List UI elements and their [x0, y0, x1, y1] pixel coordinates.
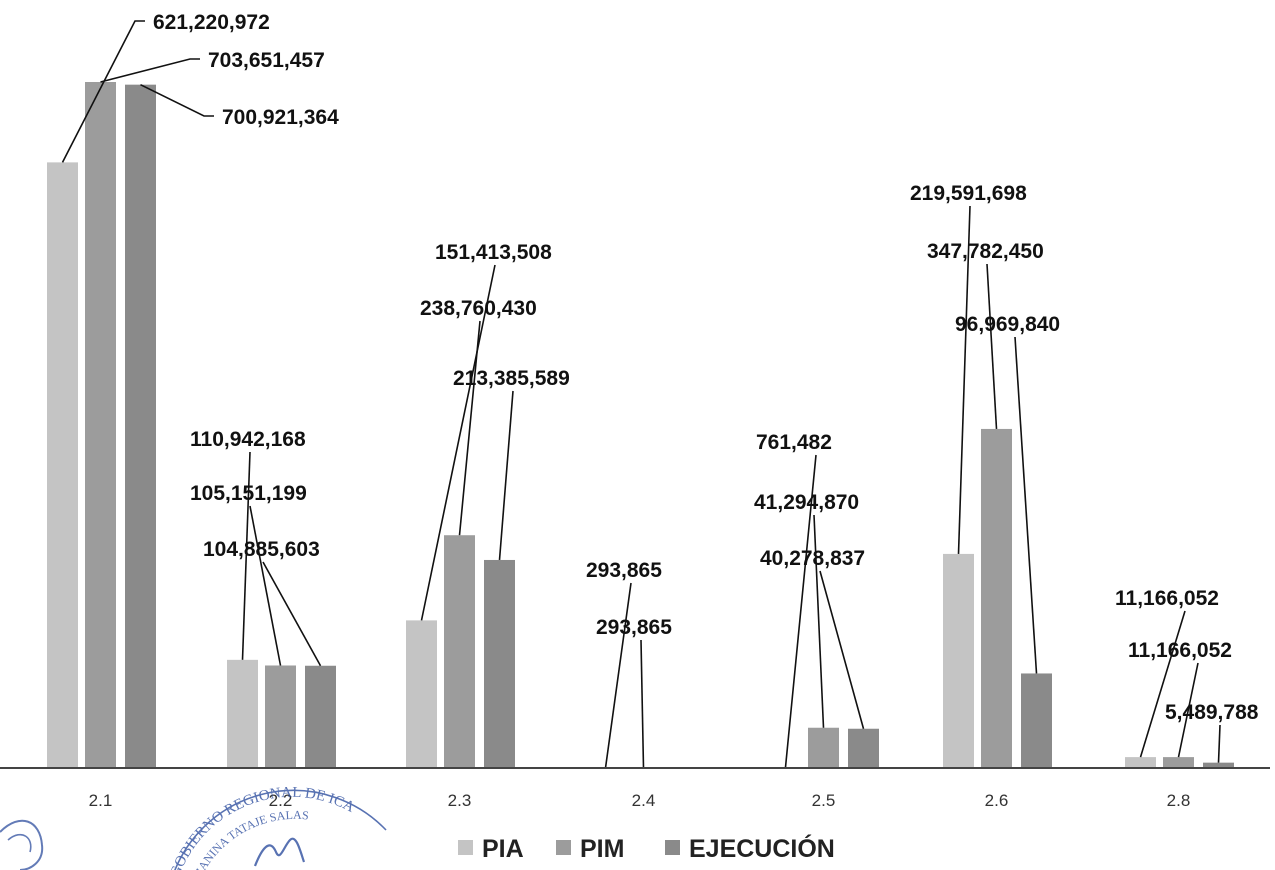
- bar-ejecución-2.3: [484, 559, 515, 768]
- x-tick-label-2.3: 2.3: [448, 791, 472, 810]
- bar-pim-2.3: [444, 535, 475, 768]
- data-label-ejecución-2.8: 5,489,788: [1165, 701, 1259, 724]
- leader-line-ejecución-2.5: [819, 570, 865, 729]
- leader-line-pim-2.5: [813, 514, 825, 728]
- leader-line-pia-2.1: [61, 20, 145, 163]
- bar-pim-2.6: [981, 428, 1012, 768]
- data-label-ejecución-2.5: 40,278,837: [760, 547, 865, 570]
- x-tick-label-2.4: 2.4: [632, 791, 656, 810]
- data-label-pim-2.6: 347,782,450: [927, 240, 1044, 263]
- legend-swatch-pia: [458, 840, 473, 855]
- bar-ejecución-2.2: [305, 665, 336, 768]
- x-tick-label-2.6: 2.6: [985, 791, 1009, 810]
- bar-pim-2.2: [265, 665, 296, 768]
- leader-line-pim-2.3: [458, 320, 481, 536]
- leader-line-ejecución-2.6: [1014, 336, 1038, 674]
- value-labels-layer: 621,220,972 703,651,457 700,921,364 110,942…: [153, 11, 1259, 724]
- bar-pia-2.6: [943, 553, 974, 768]
- data-label-pim-2.2: 105,151,199: [190, 482, 307, 505]
- leader-line-pia-2.4: [604, 582, 632, 769]
- stamp-seal-left: [0, 819, 44, 870]
- bar-ejecución-2.5: [848, 728, 879, 768]
- x-tick-label-2.1: 2.1: [89, 791, 113, 810]
- data-label-pia-2.8: 11,166,052: [1115, 587, 1219, 610]
- bar-pim-2.5: [808, 727, 839, 768]
- legend-swatch-ejecución: [665, 840, 680, 855]
- bar-pia-2.3: [406, 620, 437, 768]
- leader-lines-layer: [61, 20, 1221, 769]
- leader-line-pia-2.2: [241, 451, 251, 660]
- bar-pia-2.1: [47, 162, 78, 768]
- data-label-pim-2.5: 41,294,870: [754, 491, 859, 514]
- data-label-ejecución-2.1: 700,921,364: [222, 106, 339, 129]
- legend-label-pim: PIM: [580, 835, 624, 863]
- data-label-pia-2.6: 219,591,698: [910, 182, 1027, 205]
- legend-label-ejecución: EJECUCIÓN: [689, 833, 835, 863]
- data-label-pim-2.1: 703,651,457: [208, 49, 325, 72]
- leader-line-pim-2.4: [640, 639, 645, 769]
- bar-ejecución-2.8: [1203, 762, 1234, 768]
- bars-layer: [47, 82, 1234, 768]
- leader-line-pia-2.8: [1139, 610, 1186, 758]
- x-tick-label-2.8: 2.8: [1167, 791, 1191, 810]
- bar-ejecución-2.1: [125, 84, 156, 768]
- leader-line-pia-2.5: [784, 454, 817, 768]
- bar-pia-2.8: [1125, 757, 1156, 768]
- legend: PIA PIM EJECUCIÓN: [458, 833, 835, 863]
- data-label-pia-2.5: 761,482: [756, 431, 832, 454]
- leader-line-pim-2.2: [249, 505, 282, 666]
- data-label-ejecución-2.6: 96,969,840: [955, 313, 1060, 336]
- bar-pim-2.8: [1163, 757, 1194, 768]
- leader-line-pim-2.6: [986, 263, 998, 429]
- x-tick-labels: 2.1 2.2 2.3 2.4 2.5 2.6 2.8: [89, 791, 1191, 810]
- leader-line-pim-2.8: [1177, 662, 1199, 758]
- x-tick-label-2.2: 2.2: [269, 791, 293, 810]
- leader-line-ejecución-2.2: [262, 561, 322, 667]
- legend-swatch-pim: [556, 840, 571, 855]
- legend-label-pia: PIA: [482, 835, 524, 863]
- stamp-seal-center: GOBIERNO REGIONAL DE ICA GIANINA TATAJE …: [167, 785, 387, 870]
- leader-line-ejecución-2.3: [498, 390, 514, 561]
- leader-line-pia-2.6: [957, 205, 971, 554]
- leader-line-ejecución-2.8: [1217, 724, 1221, 763]
- leader-line-pia-2.3: [420, 264, 496, 621]
- data-label-pia-2.3: 151,413,508: [435, 241, 552, 264]
- leader-line-ejecución-2.1: [140, 83, 214, 117]
- leader-line-pim-2.1: [100, 58, 200, 83]
- data-label-pim-2.4: 293,865: [596, 616, 672, 639]
- x-tick-label-2.5: 2.5: [812, 791, 836, 810]
- data-label-pia-2.1: 621,220,972: [153, 11, 270, 34]
- bar-ejecución-2.6: [1021, 673, 1052, 768]
- bar-pim-2.1: [85, 82, 116, 768]
- data-label-pia-2.2: 110,942,168: [190, 428, 306, 451]
- data-label-pia-2.4: 293,865: [586, 559, 662, 582]
- signature: [253, 837, 306, 867]
- data-label-pim-2.8: 11,166,052: [1128, 639, 1232, 662]
- data-label-ejecución-2.2: 104,885,603: [203, 538, 320, 561]
- data-label-ejecución-2.3: 213,385,589: [453, 367, 570, 390]
- data-label-pim-2.3: 238,760,430: [420, 297, 537, 320]
- bar-pia-2.2: [227, 659, 258, 768]
